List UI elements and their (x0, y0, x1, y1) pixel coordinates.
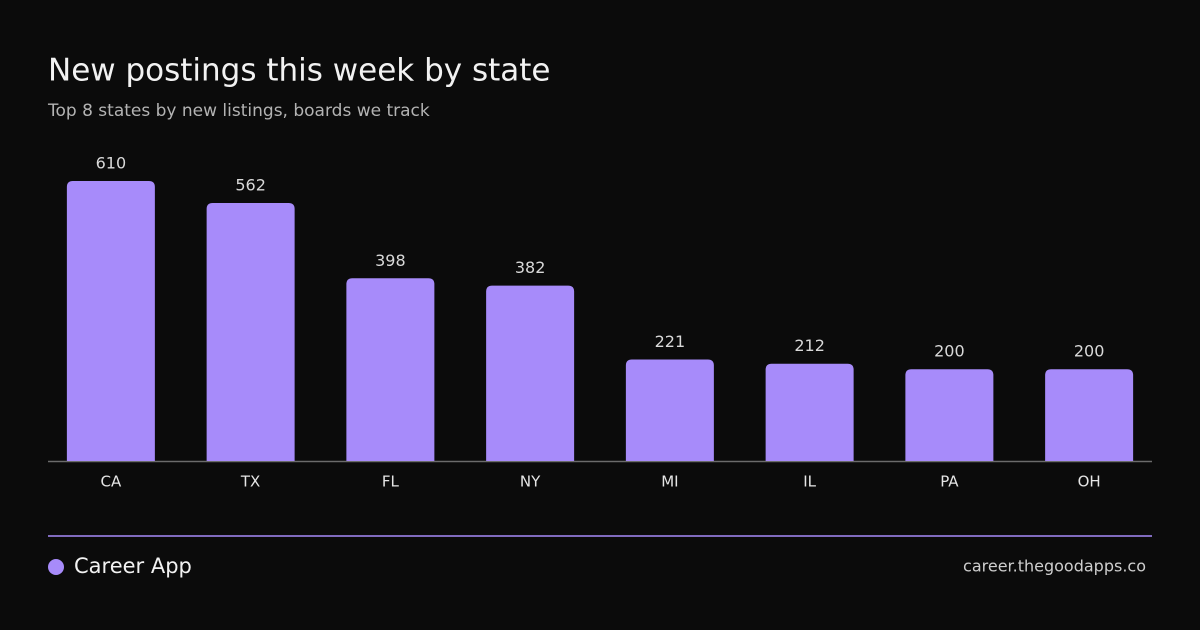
bar (66, 181, 155, 461)
bar (625, 359, 714, 461)
x-tick-label: CA (101, 473, 122, 491)
chart-subtitle: Top 8 states by new listings, boards we … (47, 101, 430, 121)
value-label: 562 (235, 176, 266, 195)
footer-url: career.thegoodapps.co (963, 557, 1146, 576)
value-label: 221 (655, 332, 686, 351)
brand-name: Career App (74, 554, 192, 578)
bar (905, 369, 994, 461)
x-tick-label: NY (520, 473, 541, 491)
value-label: 398 (375, 251, 406, 270)
brand-dot (48, 559, 64, 575)
x-tick-label: OH (1078, 473, 1101, 491)
x-tick-label: PA (940, 473, 959, 491)
chart-title: New postings this week by state (48, 53, 551, 89)
value-label: 200 (1074, 342, 1105, 361)
bar (765, 363, 854, 461)
bar (486, 285, 575, 461)
bar (1045, 369, 1134, 461)
x-tick-label: TX (240, 473, 260, 491)
bar (206, 203, 295, 462)
x-tick-label: IL (803, 473, 816, 491)
value-label: 212 (794, 336, 825, 355)
value-label: 610 (96, 154, 127, 173)
value-label: 200 (934, 342, 965, 361)
bar (346, 278, 435, 461)
x-tick-label: MI (661, 473, 678, 491)
x-tick-label: FL (382, 473, 400, 491)
value-label: 382 (515, 258, 546, 277)
